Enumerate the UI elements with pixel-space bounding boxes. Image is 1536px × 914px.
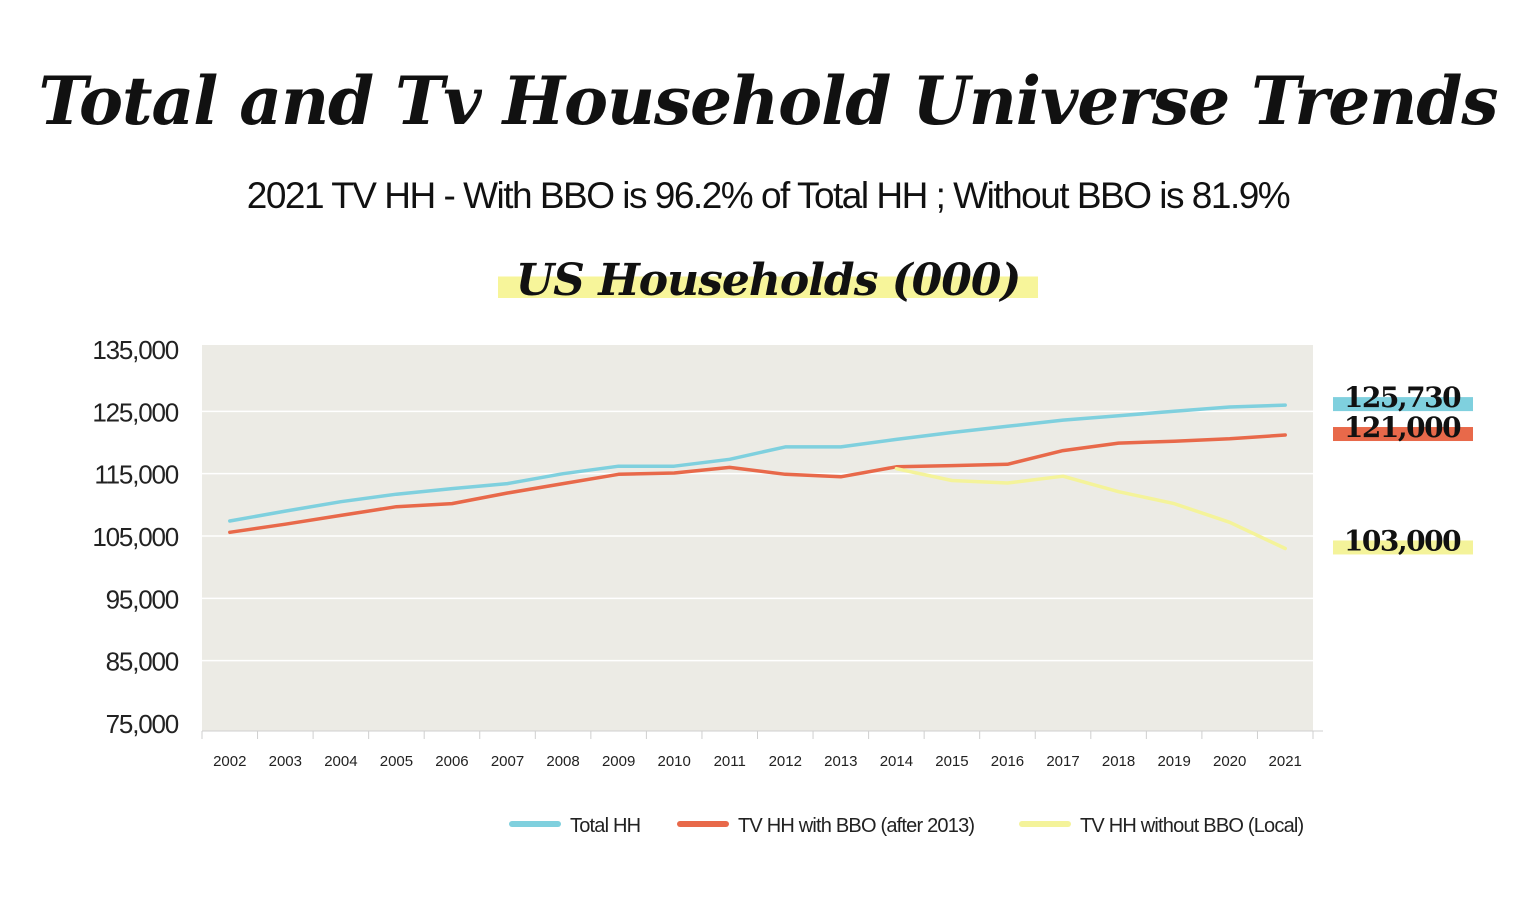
plot-area — [202, 345, 1313, 731]
end-label-highlight — [1333, 540, 1473, 555]
series-line-3 — [894, 466, 1287, 551]
y-tick-label: 85,000 — [106, 647, 179, 677]
x-tick-label: 2015 — [935, 753, 968, 770]
chart-title-wrap: US Households (000) — [0, 255, 1536, 306]
page-title: Total and Tv Household Universe Trends — [38, 62, 1498, 140]
x-tick-label: 2002 — [213, 753, 246, 770]
page-subtitle: 2021 TV HH - With BBO is 96.2% of Total … — [246, 175, 1291, 216]
end-label-highlight — [1333, 427, 1473, 442]
legend-label: Total HH — [570, 815, 640, 837]
x-tick-label: 2020 — [1213, 753, 1246, 770]
x-tick-label: 2010 — [657, 753, 690, 770]
x-tick-label: 2014 — [880, 753, 913, 770]
x-tick-label: 2006 — [435, 753, 468, 770]
y-tick-label: 125,000 — [92, 397, 178, 427]
y-tick-label: 75,000 — [106, 709, 179, 739]
end-label: 125,730 — [1344, 381, 1461, 414]
end-label-highlight — [1333, 397, 1473, 412]
x-tick-label: 2021 — [1269, 753, 1302, 770]
end-label: 121,000 — [1344, 411, 1461, 444]
x-tick-label: 2019 — [1157, 753, 1190, 770]
x-tick-label: 2007 — [491, 753, 524, 770]
x-tick-label: 2004 — [324, 753, 357, 770]
x-tick-label: 2009 — [602, 753, 635, 770]
x-tick-label: 2003 — [269, 753, 302, 770]
series-line-2 — [228, 433, 1287, 535]
end-label: 103,000 — [1344, 524, 1461, 557]
y-tick-label: 105,000 — [92, 522, 178, 552]
x-tick-label: 2005 — [380, 753, 413, 770]
x-tick-label: 2012 — [769, 753, 802, 770]
legend-label: TV HH with BBO (after 2013) — [738, 815, 974, 837]
x-tick-label: 2017 — [1046, 753, 1079, 770]
y-tick-label: 135,000 — [92, 335, 178, 365]
chart-title: US Households (000) — [497, 255, 1039, 306]
x-tick-label: 2018 — [1102, 753, 1135, 770]
y-tick-label: 115,000 — [94, 460, 178, 490]
legend-label: TV HH without BBO (Local) — [1080, 815, 1304, 837]
y-tick-label: 95,000 — [106, 584, 179, 614]
x-tick-label: 2011 — [714, 753, 746, 770]
x-tick-label: 2016 — [991, 753, 1024, 770]
series-line-1 — [228, 403, 1287, 523]
x-tick-label: 2013 — [824, 753, 857, 770]
x-tick-label: 2008 — [546, 753, 579, 770]
